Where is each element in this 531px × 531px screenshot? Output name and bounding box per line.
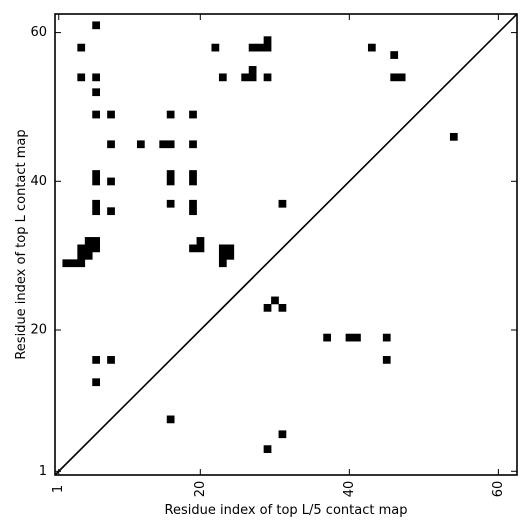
- contact-cell-upper: [92, 73, 101, 82]
- contact-cell-lower: [263, 303, 272, 312]
- contact-cell-lower: [323, 333, 332, 342]
- contact-cell-upper: [211, 43, 220, 52]
- contact-cell-upper: [92, 244, 101, 253]
- contact-cell-upper: [166, 199, 175, 208]
- contact-cell-lower: [92, 378, 101, 387]
- contact-cell-upper: [84, 237, 93, 245]
- contact-cell-upper: [77, 43, 86, 52]
- contact-cell-upper: [166, 140, 175, 149]
- contact-cell-upper: [92, 88, 101, 97]
- contact-cell-upper: [226, 251, 235, 260]
- y-axis-label: Residue index of top L contact map: [14, 129, 29, 359]
- contact-cell-upper: [278, 199, 287, 208]
- contact-cell-upper: [218, 73, 227, 82]
- contact-cell-upper: [92, 170, 101, 178]
- contact-cell-lower: [92, 356, 101, 364]
- contact-cell-upper: [107, 110, 115, 119]
- contact-cell-upper: [166, 170, 175, 178]
- x-tick-label: 20: [193, 481, 208, 498]
- contact-cell-upper: [218, 244, 227, 253]
- contact-cell-lower: [382, 356, 391, 364]
- plot-frame: [54, 13, 518, 476]
- contact-cell-upper: [189, 244, 197, 253]
- contact-cell-upper: [218, 259, 227, 268]
- contact-cell-upper: [189, 140, 197, 149]
- contact-cell-upper: [248, 43, 257, 52]
- contact-cell-upper: [69, 259, 78, 268]
- y-tick-labels: 1 20 40 60: [30, 25, 47, 479]
- contact-cell-upper: [92, 177, 101, 186]
- contact-cell-lower: [278, 303, 287, 312]
- contact-cell-upper: [107, 207, 115, 216]
- contact-cell-upper: [77, 251, 86, 260]
- contact-cell-upper: [390, 51, 399, 59]
- contact-cell-upper: [189, 199, 197, 208]
- y-tick-label: 20: [30, 323, 47, 338]
- contact-cell-upper: [84, 251, 93, 260]
- contact-cell-upper: [226, 244, 235, 253]
- contact-cell-lower: [353, 333, 361, 342]
- contact-cell-upper: [77, 259, 86, 268]
- contact-cell-upper: [92, 199, 101, 208]
- axis-ticks: [55, 14, 517, 475]
- contact-cell-lower: [263, 445, 272, 453]
- contact-cell-upper: [218, 251, 227, 260]
- contact-cell-upper: [92, 207, 101, 216]
- contact-cell-upper: [92, 237, 101, 245]
- contact-cell-lower: [382, 333, 391, 342]
- y-tick-label: 60: [30, 25, 47, 40]
- lower-triangle-cells: [92, 132, 458, 453]
- contact-cell-upper: [390, 73, 399, 82]
- upper-triangle-cells: [62, 21, 406, 268]
- x-tick-labels: 1 20 40 60: [51, 481, 506, 498]
- contact-cell-upper: [159, 140, 168, 149]
- contact-cell-upper: [166, 110, 175, 119]
- x-axis-label: Residue index of top L/5 contact map: [165, 503, 408, 518]
- contact-cell-upper: [77, 244, 86, 253]
- contact-cell-upper: [189, 170, 197, 178]
- contact-cell-upper: [166, 177, 175, 186]
- contact-cell-upper: [196, 244, 205, 253]
- contact-cell-upper: [263, 36, 272, 45]
- contact-cell-lower: [449, 132, 458, 141]
- x-tick-label: 40: [342, 481, 357, 498]
- contact-cell-upper: [196, 237, 205, 245]
- contact-cell-upper: [62, 259, 71, 268]
- contact-cell-upper: [263, 73, 272, 82]
- contact-cell-upper: [263, 43, 272, 52]
- contact-cell-lower: [278, 430, 287, 439]
- y-tick-label: 40: [30, 174, 47, 189]
- y-tick-label: 1: [39, 464, 47, 479]
- contact-cell-upper: [136, 140, 145, 149]
- contact-cell-lower: [166, 415, 175, 424]
- contact-cell-lower: [345, 333, 354, 342]
- contact-cell-upper: [248, 66, 257, 74]
- contact-cell-upper: [189, 110, 197, 119]
- contact-cell-upper: [397, 73, 406, 82]
- contact-cell-upper: [256, 43, 264, 52]
- contact-cell-upper: [189, 207, 197, 216]
- contact-cell-upper: [84, 244, 93, 253]
- contact-cell-lower: [107, 356, 115, 364]
- diagonal-line: [54, 13, 518, 476]
- contact-cell-upper: [107, 177, 115, 186]
- x-tick-label: 1: [51, 485, 66, 493]
- contact-cell-upper: [92, 21, 101, 30]
- x-tick-label: 60: [491, 481, 506, 498]
- contact-cell-upper: [77, 73, 86, 82]
- contact-cell-upper: [241, 73, 250, 82]
- contact-cell-upper: [92, 110, 101, 119]
- contact-cell-upper: [189, 177, 197, 186]
- contact-cell-upper: [367, 43, 376, 52]
- contact-cell-upper: [248, 73, 257, 82]
- contact-cell-lower: [271, 296, 279, 305]
- contact-cell-upper: [107, 140, 115, 149]
